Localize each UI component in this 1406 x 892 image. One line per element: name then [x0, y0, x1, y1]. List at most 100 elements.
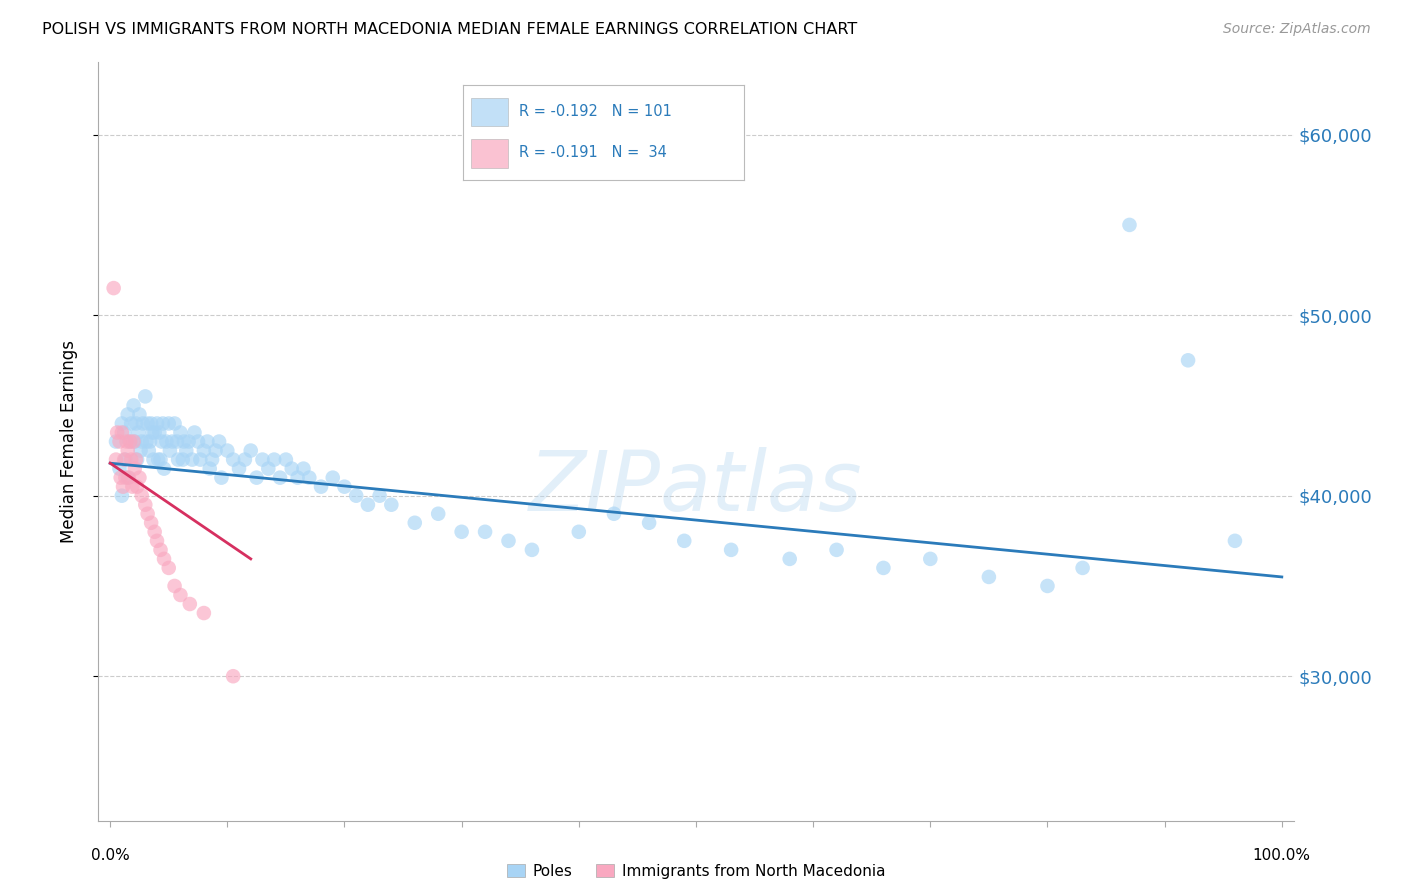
Point: [193, 443, 215, 458]
Point: [141, 417, 163, 431]
Point: [103, 281, 125, 295]
Point: [269, 470, 291, 484]
Point: [157, 561, 180, 575]
Point: [825, 542, 848, 557]
Point: [120, 434, 141, 449]
Point: [208, 434, 231, 449]
Point: [142, 452, 165, 467]
Point: [125, 417, 148, 431]
Point: [118, 470, 141, 484]
Point: [111, 425, 134, 440]
Point: [1118, 218, 1140, 232]
Point: [112, 480, 135, 494]
Point: [125, 452, 148, 467]
Point: [183, 425, 205, 440]
Point: [141, 425, 163, 440]
Point: [139, 434, 162, 449]
Point: [720, 542, 742, 557]
Point: [263, 452, 285, 467]
Point: [172, 452, 194, 467]
Point: [135, 434, 157, 449]
Point: [149, 542, 172, 557]
Point: [150, 434, 173, 449]
Point: [257, 461, 280, 475]
Point: [122, 399, 145, 413]
Point: [198, 461, 221, 475]
Point: [357, 498, 380, 512]
Point: [138, 443, 160, 458]
Point: [134, 498, 156, 512]
Point: [111, 417, 134, 431]
Point: [120, 452, 142, 467]
Point: [309, 480, 332, 494]
Point: [148, 452, 170, 467]
Point: [128, 470, 150, 484]
Point: [105, 434, 128, 449]
Point: [132, 417, 155, 431]
Point: [120, 417, 142, 431]
Point: [193, 606, 215, 620]
Point: [179, 597, 201, 611]
Point: [252, 452, 274, 467]
Point: [169, 425, 191, 440]
Point: [117, 408, 139, 422]
Point: [292, 461, 315, 475]
Point: [222, 669, 245, 683]
Text: 0.0%: 0.0%: [91, 847, 129, 863]
Point: [322, 470, 344, 484]
Point: [131, 489, 153, 503]
Point: [201, 452, 224, 467]
Point: [211, 470, 233, 484]
Point: [246, 470, 269, 484]
Point: [105, 425, 128, 440]
Point: [498, 533, 520, 548]
Point: [114, 452, 136, 467]
Point: [872, 561, 894, 575]
Point: [368, 489, 391, 503]
Point: [177, 434, 200, 449]
Point: [114, 470, 136, 484]
Point: [124, 461, 146, 475]
Point: [173, 434, 195, 449]
Point: [174, 443, 197, 458]
Point: [228, 461, 250, 475]
Text: ZIPatlas: ZIPatlas: [529, 447, 863, 527]
Point: [169, 588, 191, 602]
Point: [239, 443, 262, 458]
Point: [1036, 579, 1059, 593]
Point: [163, 579, 186, 593]
Point: [920, 552, 942, 566]
Text: POLISH VS IMMIGRANTS FROM NORTH MACEDONIA MEDIAN FEMALE EARNINGS CORRELATION CHA: POLISH VS IMMIGRANTS FROM NORTH MACEDONI…: [42, 22, 858, 37]
Point: [148, 425, 170, 440]
Point: [146, 533, 169, 548]
Point: [427, 507, 450, 521]
Point: [167, 452, 190, 467]
Point: [136, 417, 159, 431]
Point: [129, 443, 152, 458]
Point: [450, 524, 472, 539]
Point: [281, 461, 304, 475]
Point: [136, 507, 159, 521]
Point: [520, 542, 543, 557]
Point: [108, 461, 131, 475]
Point: [779, 552, 801, 566]
Point: [217, 443, 239, 458]
Point: [128, 408, 150, 422]
Point: [155, 434, 177, 449]
Point: [204, 443, 226, 458]
Text: 100.0%: 100.0%: [1253, 847, 1310, 863]
Point: [153, 552, 176, 566]
Point: [187, 434, 209, 449]
Point: [474, 524, 496, 539]
Point: [122, 434, 145, 449]
Point: [152, 417, 174, 431]
Point: [404, 516, 426, 530]
Point: [274, 452, 297, 467]
Point: [121, 480, 143, 494]
Point: [127, 425, 149, 440]
Point: [149, 452, 172, 467]
Point: [159, 443, 181, 458]
Point: [111, 489, 134, 503]
Point: [115, 434, 138, 449]
Text: Source: ZipAtlas.com: Source: ZipAtlas.com: [1223, 22, 1371, 37]
